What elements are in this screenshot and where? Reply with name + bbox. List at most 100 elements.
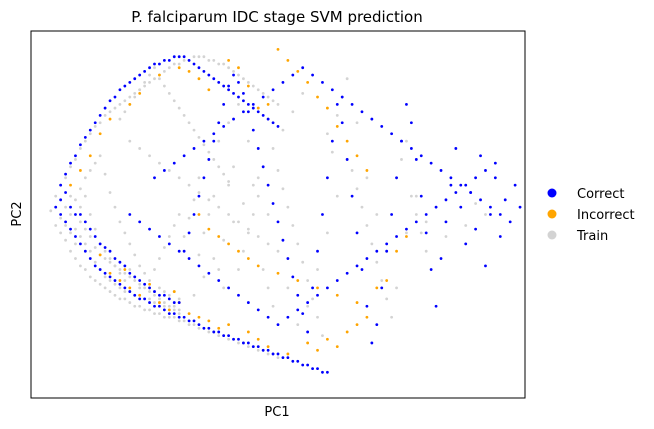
point-correct — [64, 191, 67, 194]
point-train — [192, 128, 196, 132]
point-train — [108, 110, 112, 114]
legend-marker-train — [547, 230, 557, 240]
point-train — [108, 260, 112, 264]
point-correct — [271, 88, 275, 92]
point-incorrect — [395, 249, 398, 253]
point-train — [113, 293, 117, 297]
point-correct — [88, 257, 92, 260]
series-correct — [54, 55, 522, 374]
point-train — [414, 194, 418, 198]
point-correct — [138, 297, 142, 301]
point-correct — [207, 73, 211, 77]
point-correct — [177, 55, 181, 59]
point-train — [143, 84, 147, 88]
point-train — [128, 95, 132, 99]
point-correct — [419, 194, 423, 198]
point-train — [335, 114, 339, 117]
point-correct — [434, 304, 438, 308]
point-train — [177, 308, 181, 312]
point-correct — [222, 103, 226, 106]
point-correct — [153, 290, 156, 293]
point-correct — [513, 183, 517, 187]
point-correct — [182, 315, 186, 319]
point-incorrect — [286, 58, 290, 62]
point-train — [93, 260, 97, 264]
point-correct — [296, 293, 300, 297]
point-correct — [167, 297, 171, 301]
point-correct — [172, 312, 176, 315]
point-train — [69, 194, 72, 198]
point-correct — [251, 345, 255, 349]
point-train — [113, 264, 117, 268]
point-train — [123, 279, 127, 282]
point-correct — [266, 183, 270, 187]
point-correct — [158, 304, 161, 308]
point-correct — [256, 147, 260, 150]
point-train — [162, 69, 166, 73]
point-correct — [271, 202, 275, 205]
point-correct — [192, 213, 196, 216]
point-train — [227, 180, 231, 183]
point-train — [197, 136, 201, 139]
point-correct — [498, 235, 502, 238]
point-correct — [405, 227, 408, 231]
point-incorrect — [207, 319, 211, 323]
point-correct — [409, 147, 413, 150]
point-train — [108, 290, 112, 293]
point-incorrect — [355, 323, 359, 326]
point-correct — [103, 106, 107, 110]
point-train — [177, 176, 181, 180]
point-train — [74, 158, 77, 161]
point-train — [167, 304, 171, 308]
point-train — [143, 308, 147, 312]
point-correct — [301, 66, 305, 70]
point-train — [143, 286, 147, 290]
point-train — [197, 55, 201, 59]
point-correct — [217, 80, 221, 84]
point-train — [153, 301, 156, 304]
point-correct — [355, 264, 359, 268]
point-correct — [360, 268, 364, 271]
point-train — [484, 213, 487, 216]
x-axis-label: PC1 — [264, 405, 289, 420]
point-train — [365, 176, 369, 180]
point-correct — [172, 55, 176, 59]
point-train — [79, 235, 82, 238]
point-train — [326, 231, 329, 235]
point-incorrect — [365, 169, 369, 172]
point-train — [128, 275, 132, 279]
point-incorrect — [148, 282, 151, 286]
point-correct — [202, 176, 206, 180]
point-train — [59, 231, 63, 235]
point-correct — [182, 249, 186, 253]
point-train — [83, 227, 87, 231]
point-correct — [296, 308, 300, 312]
point-train — [326, 132, 329, 136]
point-train — [227, 183, 231, 187]
point-train — [227, 121, 231, 125]
point-incorrect — [335, 125, 339, 128]
point-correct — [108, 275, 112, 279]
point-correct — [69, 161, 72, 165]
point-train — [118, 286, 122, 290]
point-incorrect — [256, 264, 260, 268]
point-train — [207, 330, 211, 334]
point-incorrect — [326, 106, 329, 110]
point-train — [88, 213, 92, 216]
point-train — [93, 279, 97, 282]
point-train — [424, 220, 428, 224]
point-train — [88, 275, 92, 279]
point-train — [405, 139, 408, 143]
point-train — [167, 315, 171, 319]
point-train — [286, 286, 290, 290]
point-correct — [158, 293, 161, 297]
point-correct — [197, 194, 201, 198]
point-correct — [242, 110, 245, 114]
point-train — [296, 242, 300, 246]
point-train — [103, 275, 107, 279]
point-train — [138, 304, 142, 308]
point-train — [330, 150, 334, 154]
point-incorrect — [108, 271, 112, 275]
point-train — [266, 242, 270, 246]
